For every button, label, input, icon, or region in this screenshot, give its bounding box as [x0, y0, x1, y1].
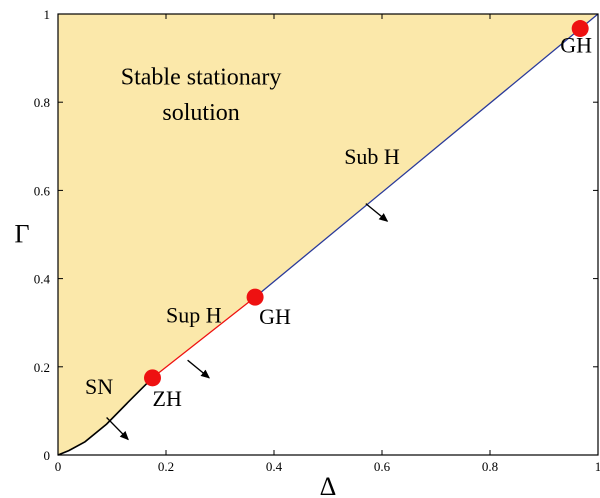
annotation-sn: SN: [85, 374, 113, 399]
point-label-gh: GH: [560, 33, 592, 58]
region-label-line2: solution: [162, 100, 239, 126]
annotation-sub-h: Sub H: [344, 144, 400, 169]
x-axis-label: Δ: [320, 472, 337, 498]
y-axis-label: Γ: [14, 220, 29, 249]
annotation-sup-h: Sup H: [166, 303, 222, 328]
y-tick-label: 0: [44, 448, 51, 463]
y-tick-label: 0.4: [34, 272, 51, 287]
point-label-gh: GH: [259, 304, 291, 329]
y-tick-label: 0.8: [34, 95, 50, 110]
y-tick-label: 0.6: [34, 183, 51, 198]
stable-region: [58, 14, 598, 455]
y-tick-label: 0.2: [34, 360, 50, 375]
annotation-arrow: [106, 417, 129, 441]
annotation-arrow: [187, 359, 210, 379]
x-tick-label: 0.6: [374, 459, 391, 474]
point-gh: [246, 288, 264, 306]
x-tick-label: 0.4: [266, 459, 283, 474]
plot-frame: [57, 13, 599, 456]
series-line-sup-h: [152, 296, 256, 379]
series-line-sn: [57, 377, 154, 456]
region-label-line1: Stable stationary: [121, 65, 282, 91]
annotation-arrow: [365, 203, 389, 222]
x-tick-label: 0.2: [158, 459, 174, 474]
point-gh: [571, 20, 589, 38]
point-label-zh: ZH: [153, 386, 182, 411]
x-tick-label: 0: [55, 459, 62, 474]
x-tick-label: 0.8: [482, 459, 498, 474]
y-tick-label: 1: [44, 7, 51, 22]
x-tick-label: 1: [595, 459, 600, 474]
point-zh: [144, 369, 161, 387]
series-line-sub-h: [254, 13, 599, 298]
